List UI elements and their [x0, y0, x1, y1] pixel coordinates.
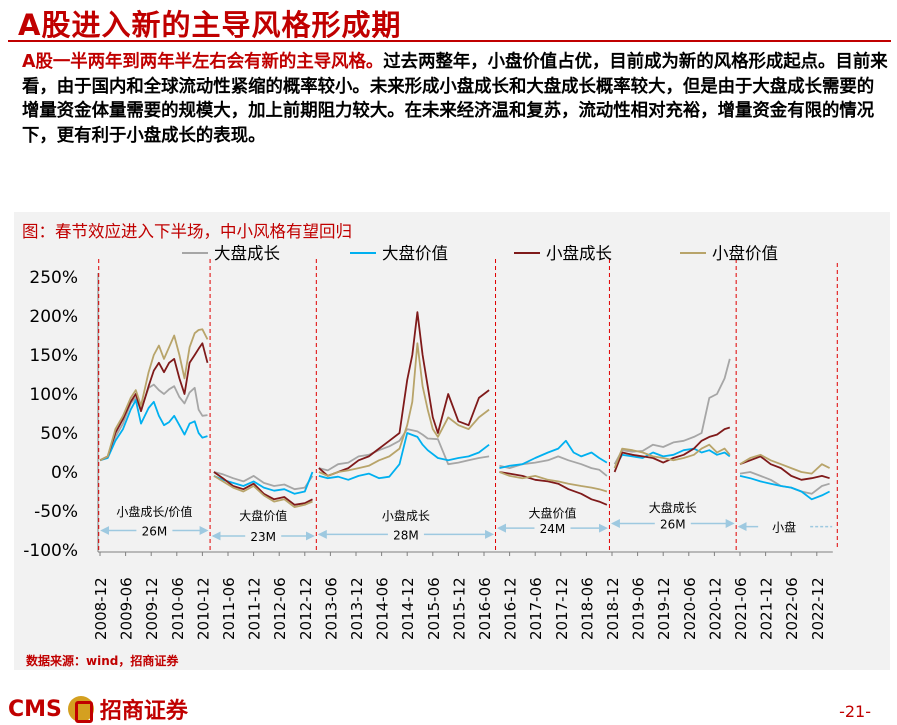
period-duration: 23M: [250, 530, 276, 544]
x-tick-label: 2009-12: [143, 577, 161, 640]
x-tick-label: 2010-12: [194, 577, 212, 640]
data-source: 数据来源：wind，招商证券: [26, 654, 179, 668]
summary-highlight: A股一半两年到两年半左右会有新的主导风格。: [22, 52, 384, 72]
series-line: [613, 447, 731, 469]
x-tick-label: 2020-12: [706, 577, 724, 640]
y-tick-label: -50%: [34, 502, 78, 522]
series-line: [213, 471, 314, 495]
series-line: [739, 471, 830, 495]
period-duration: 28M: [393, 528, 419, 542]
x-tick-label: 2015-12: [450, 577, 468, 640]
x-tick-label: 2013-12: [348, 577, 366, 640]
x-tick-label: 2018-06: [578, 577, 596, 640]
y-tick-label: 150%: [29, 346, 78, 366]
series-line: [318, 432, 490, 481]
x-tick-label: 2017-12: [553, 577, 571, 640]
chart-panel: [14, 212, 890, 670]
cms-logo-icon: [67, 696, 94, 723]
page-number: -21-: [839, 702, 871, 721]
x-tick-label: 2013-06: [322, 577, 340, 640]
x-tick-label: 2021-06: [732, 577, 750, 640]
x-tick-label: 2019-06: [630, 577, 648, 640]
period-label: 大盘价值: [239, 508, 287, 523]
period-label: 小盘: [772, 520, 796, 535]
x-tick-label: 2009-06: [118, 577, 136, 640]
y-tick-label: -100%: [23, 541, 78, 561]
x-tick-label: 2014-06: [374, 577, 392, 640]
x-tick-label: 2012-06: [271, 577, 289, 640]
x-tick-label: 2016-12: [502, 577, 520, 640]
series-line: [739, 453, 831, 475]
series-line: [99, 383, 208, 462]
x-tick-label: 2015-06: [425, 577, 443, 640]
summary-body: 过去两整年，小盘价值占优，目前成为新的风格形成起点。目前来看，由于国内和全球流动…: [22, 52, 888, 146]
footer-logo: CMS 招商证券: [8, 693, 188, 725]
x-tick-label: 2011-12: [246, 577, 264, 640]
series-line: [613, 426, 731, 473]
x-tick-label: 2019-12: [655, 577, 673, 640]
period-label: 大盘价值: [528, 506, 576, 521]
period-duration: 24M: [540, 522, 566, 536]
footer-brand: CMS: [8, 696, 62, 722]
chart-title: 图：春节效应进入下半场，中小风格有望回归: [22, 222, 352, 241]
period-duration-bg: [136, 521, 173, 539]
x-tick-label: 2018-12: [604, 577, 622, 640]
period-label: 大盘成长: [649, 500, 697, 515]
series-line: [613, 358, 731, 465]
series-line: [213, 471, 314, 491]
x-tick-label: 2011-06: [220, 577, 238, 640]
legend-label: 大盘成长: [214, 244, 280, 263]
series-line: [213, 475, 313, 508]
period-duration: 26M: [660, 517, 686, 531]
series-line: [499, 471, 608, 493]
series-line: [613, 443, 731, 469]
title-rule: [8, 40, 891, 42]
legend-label: 小盘价值: [712, 244, 778, 263]
series-line: [499, 439, 608, 469]
x-tick-label: 2022-06: [783, 577, 801, 640]
page-title: A股进入新的主导风格形成期: [18, 8, 402, 42]
footer-brand-cn: 招商证券: [99, 699, 188, 724]
series-line: [99, 328, 209, 462]
summary-text: A股一半两年到两年半左右会有新的主导风格。过去两整年，小盘价值占优，目前成为新的…: [22, 50, 890, 148]
y-tick-label: 0%: [51, 463, 78, 483]
series-line: [499, 455, 608, 477]
legend-label: 大盘价值: [382, 244, 448, 263]
series-line: [99, 342, 209, 462]
series-line: [318, 311, 490, 477]
series-line: [318, 342, 490, 477]
x-tick-label: 2010-06: [169, 577, 187, 640]
series-line: [318, 428, 490, 472]
y-tick-label: 250%: [29, 268, 78, 288]
y-tick-label: 50%: [40, 424, 78, 444]
x-tick-label: 2016-06: [476, 577, 494, 640]
series-line: [739, 475, 831, 501]
period-duration-bg: [654, 514, 691, 532]
period-duration-bg: [387, 525, 424, 543]
period-duration-bg: [245, 526, 282, 544]
series-line: [499, 471, 608, 506]
series-line: [739, 455, 830, 481]
y-tick-label: 100%: [29, 385, 78, 405]
series-line: [99, 399, 208, 462]
period-label: 小盘成长/价值: [116, 504, 192, 519]
period-label: 小盘成长: [382, 508, 430, 523]
period-duration-bg: [534, 519, 571, 537]
x-tick-label: 2012-12: [297, 577, 315, 640]
x-tick-label: 2022-12: [809, 577, 827, 640]
x-tick-label: 2020-06: [681, 577, 699, 640]
x-tick-label: 2014-12: [399, 577, 417, 640]
x-tick-label: 2021-12: [758, 577, 776, 640]
legend-label: 小盘成长: [546, 244, 612, 263]
y-tick-label: 200%: [29, 307, 78, 327]
x-tick-label: 2008-12: [92, 577, 110, 640]
series-line: [213, 471, 313, 506]
x-tick-label: 2017-06: [527, 577, 545, 640]
period-duration: 26M: [142, 525, 168, 539]
